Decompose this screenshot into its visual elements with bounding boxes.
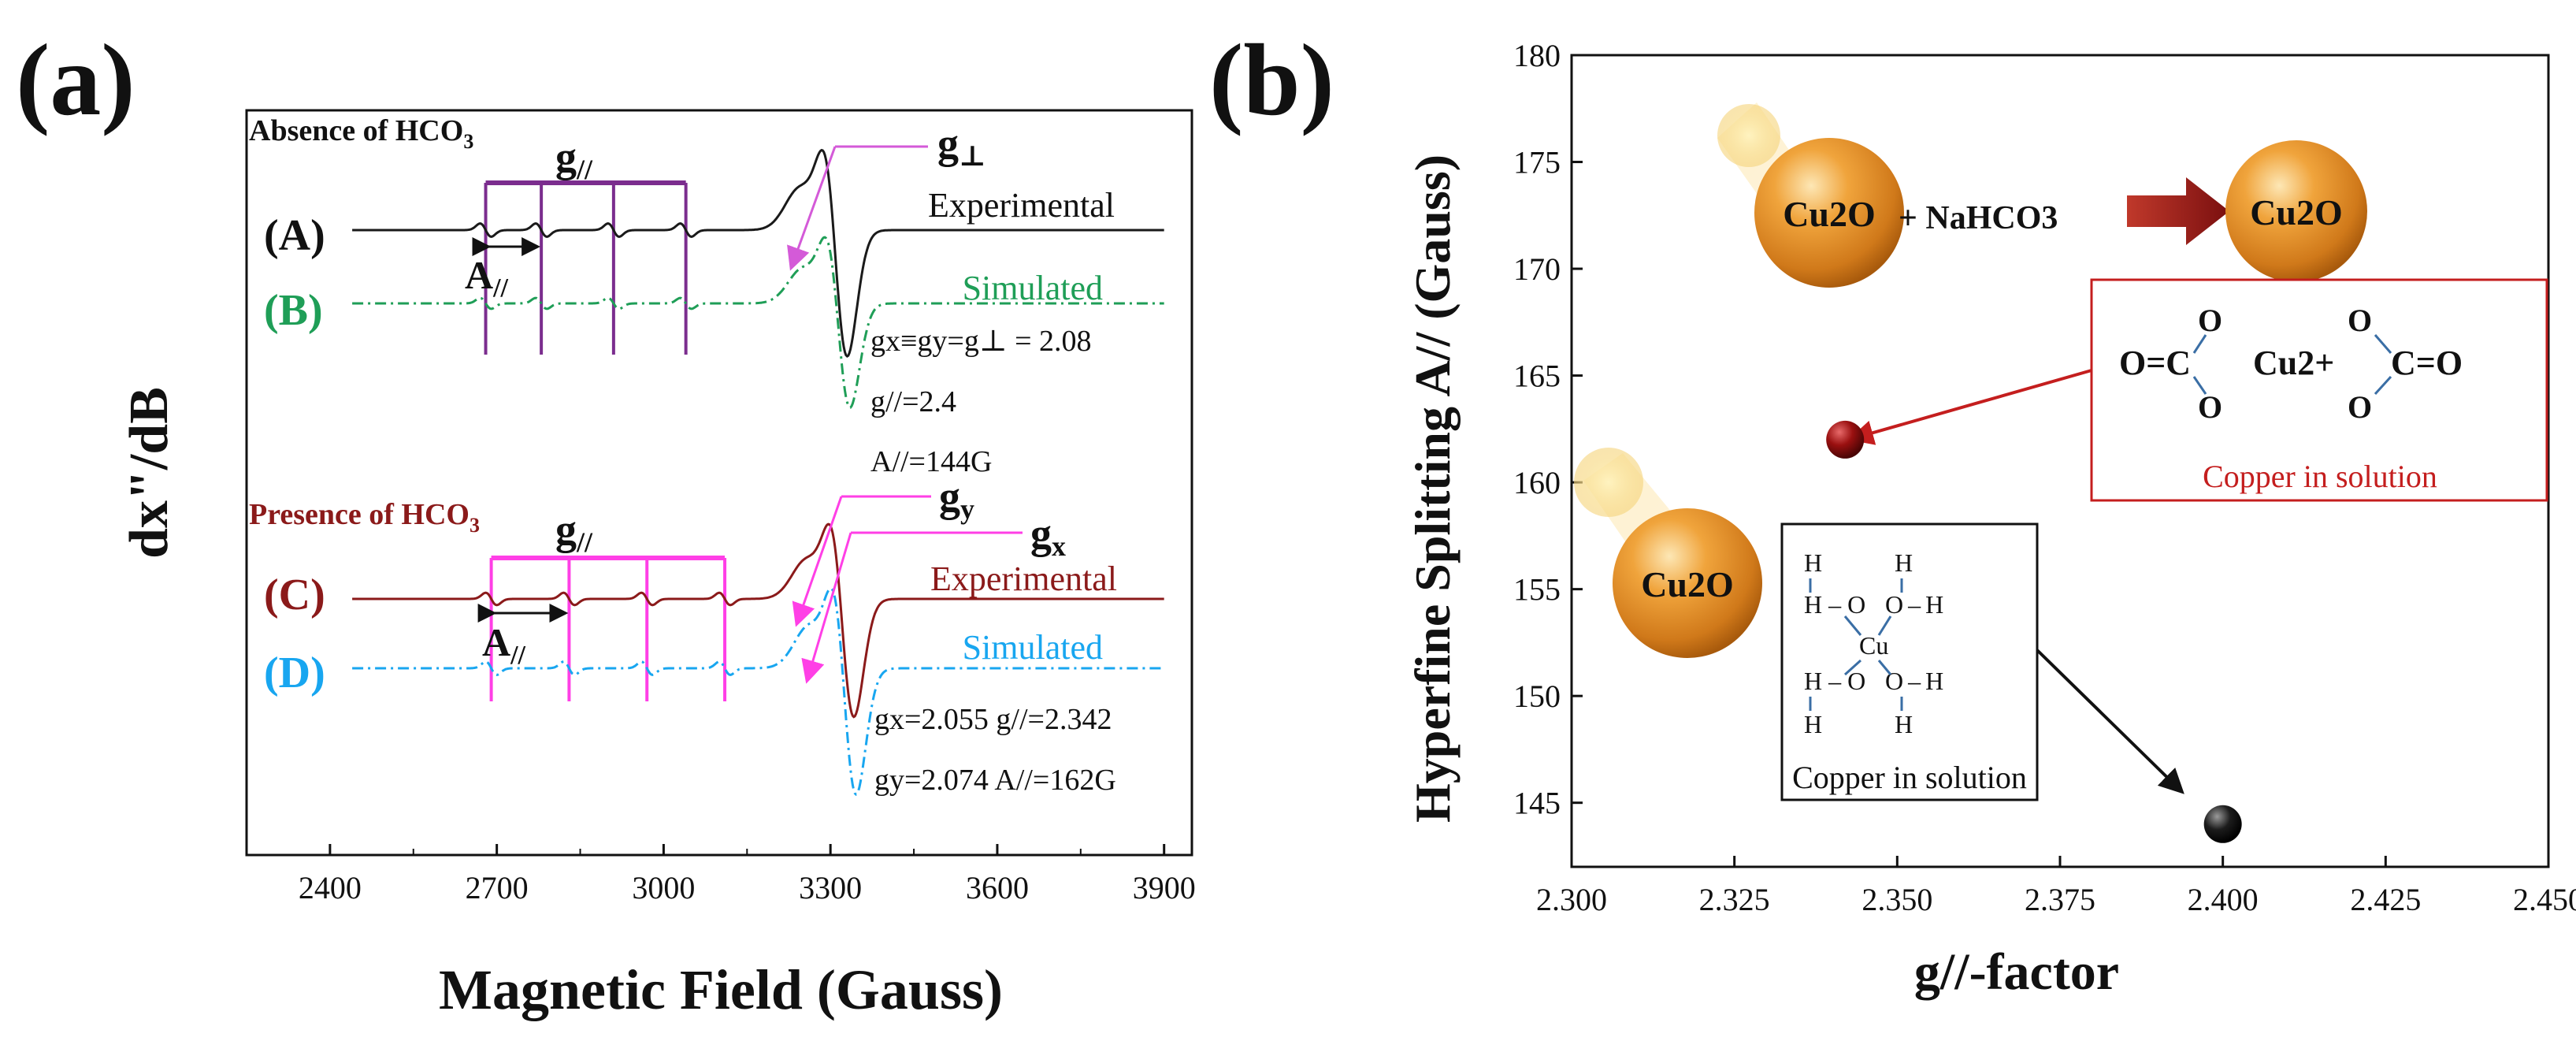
b-x-tick-label: 2.300 <box>1536 882 1607 917</box>
series-b-label: Simulated <box>963 269 1103 307</box>
panel-a-plot-frame <box>245 109 1193 857</box>
b-x-tick-label: 2.325 <box>1699 882 1770 917</box>
red-pointer-arrow <box>1848 369 2092 445</box>
carbonate-o-tl: O <box>2198 303 2222 338</box>
series-a-label: Experimental <box>928 186 1115 225</box>
svg-text:O–H: O – H <box>1885 590 1943 619</box>
annotation-absence-2: g//=2.4 <box>870 385 956 418</box>
x-tick-label: 2400 <box>299 870 362 905</box>
spectrum-C <box>352 522 1164 719</box>
b-y-tick-label: 175 <box>1513 145 1561 180</box>
annotation-presence-1: gx=2.055 g//=2.342 <box>874 703 1112 736</box>
absence-label: Absence of HCO3 <box>249 114 473 153</box>
illustration-top: Cu2O + NaHCO3 Cu2O <box>1717 102 2367 288</box>
g-perp-arrow-2 <box>787 146 837 271</box>
b-y-tick-label: 180 <box>1513 38 1561 73</box>
panel-b-ylabel: Hyperfine Splitting A// (Gauss) <box>1405 154 1461 823</box>
carbonate-o-bl: O <box>2198 389 2222 425</box>
cu2o-label-3: Cu2O <box>1641 564 1734 604</box>
x-tick-label: 3600 <box>966 870 1029 905</box>
spectrum-D <box>352 586 1164 796</box>
carbonate-right: C=O <box>2391 344 2463 382</box>
data-point-1 <box>2203 805 2242 843</box>
copper-in-solution-red: Copper in solution <box>2203 459 2437 494</box>
spectrum-B <box>352 236 1164 409</box>
series-d-name: (D) <box>264 649 325 697</box>
data-point-0 <box>1826 420 1865 459</box>
svg-text:H–O: H – O <box>1804 667 1865 695</box>
gy-arrow-2 <box>792 496 843 627</box>
x-tick-label: 2700 <box>466 870 529 905</box>
illustration-left: Cu2O <box>1574 448 1762 658</box>
cu-center: Cu <box>1859 631 1888 660</box>
presence-label: Presence of HCO3 <box>249 498 480 537</box>
panel-a-x-axis: 2400 2700 3000 3300 3600 3900 <box>246 844 1196 905</box>
a-par-label-top: A// <box>465 253 509 303</box>
nahco3-label: + NaHCO3 <box>1899 200 2058 236</box>
g-perp-label: g⊥ <box>937 120 986 172</box>
series-c-name: (C) <box>264 571 325 619</box>
spectrum-A <box>352 148 1164 358</box>
series-b-name: (B) <box>264 286 323 335</box>
annotation-absence-1: gx≡gy=g⊥ = 2.08 <box>870 325 1092 358</box>
carbonate-o-tr: O <box>2348 303 2372 338</box>
panel-b: (b) Hyperfine Splitting A// (Gauss) g//-… <box>1209 24 2576 1001</box>
b-y-tick-label: 170 <box>1513 251 1561 287</box>
svg-text:H: H <box>1804 710 1822 738</box>
svg-text:H: H <box>1895 548 1913 577</box>
svg-text:O–H: O – H <box>1885 667 1943 695</box>
a-par-label-bottom: A// <box>482 620 526 670</box>
water-complex-box: H H – O H O – H Cu H – O O – H H H Copper in sol… <box>1780 522 2039 801</box>
panel-b-label: (b) <box>1209 24 1334 137</box>
b-y-tick-label: 155 <box>1513 572 1561 608</box>
gx-label: gx <box>1030 510 1066 562</box>
series-a-name: (A) <box>264 211 325 260</box>
svg-text:H: H <box>1804 548 1822 577</box>
panel-b-points <box>1826 420 2242 843</box>
series-d-label: Simulated <box>963 628 1103 667</box>
black-pointer-arrow <box>2036 649 2184 794</box>
carbonate-complex-box: O=C O O Cu2+ O O C=O Copper in solution <box>2090 278 2548 502</box>
panel-b-axes: 2.300 2.325 2.350 2.375 2.400 2.425 2.450 145 15… <box>1513 38 2576 917</box>
cu2o-label-2: Cu2O <box>2250 192 2343 232</box>
cu2o-sphere-3 <box>1613 508 1762 658</box>
b-x-tick-label: 2.425 <box>2350 882 2421 917</box>
cu2o-label-1: Cu2O <box>1783 194 1876 234</box>
panel-a: (a) dx"/dB Magnetic Field (Gauss) 2400 27… <box>16 24 1196 1021</box>
panel-a-spectra <box>352 148 1164 796</box>
cu2o-sphere-1 <box>1754 138 1904 288</box>
copper-in-solution-black: Copper in solution <box>1792 760 2027 795</box>
annotation-presence-2: gy=2.074 A//=162G <box>874 764 1116 797</box>
x-tick-label: 3300 <box>799 870 862 905</box>
svg-text:H–O: H – O <box>1804 590 1865 619</box>
b-y-tick-label: 150 <box>1513 679 1561 714</box>
reaction-arrow <box>2127 177 2229 245</box>
b-y-tick-label: 160 <box>1513 465 1561 500</box>
b-y-tick-label: 165 <box>1513 359 1561 394</box>
svg-text:H: H <box>1895 710 1913 738</box>
panel-b-xlabel: g//-factor <box>1914 943 2119 1001</box>
cu2plus-label: Cu2+ <box>2253 344 2334 382</box>
b-x-tick-label: 2.350 <box>1861 882 1932 917</box>
carbonate-left: O=C <box>2119 344 2191 382</box>
g-par-label-bottom: g// <box>555 506 593 558</box>
cu2o-sphere-2 <box>2225 140 2367 282</box>
carbonate-o-br: O <box>2348 389 2372 425</box>
x-tick-label: 3900 <box>1133 870 1196 905</box>
b-y-tick-label: 145 <box>1513 786 1561 821</box>
b-x-tick-label: 2.450 <box>2513 882 2576 917</box>
panel-a-xlabel: Magnetic Field (Gauss) <box>439 958 1003 1021</box>
panel-a-label: (a) <box>16 24 135 137</box>
gx-arrow-2 <box>801 532 852 684</box>
g-par-label-top: g// <box>555 133 593 185</box>
annotation-absence-3: A//=144G <box>870 445 992 478</box>
x-tick-label: 3000 <box>632 870 695 905</box>
b-x-tick-label: 2.400 <box>2188 882 2259 917</box>
b-x-tick-label: 2.375 <box>2025 882 2095 917</box>
series-c-label: Experimental <box>930 560 1117 598</box>
panel-a-marker-lines <box>472 180 727 701</box>
gy-label: gy <box>939 473 974 525</box>
panel-a-ylabel: dx"/dB <box>119 387 180 559</box>
